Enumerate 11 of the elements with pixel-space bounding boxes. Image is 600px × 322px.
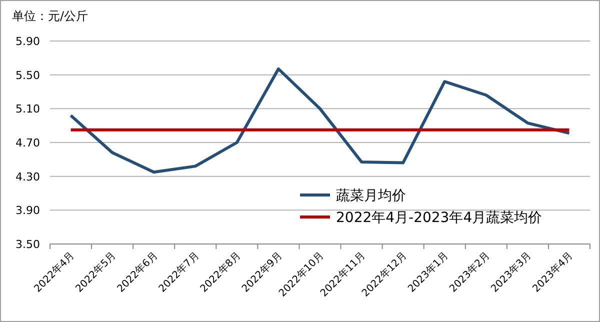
y-tick-label: 5.10 [16,102,40,116]
y-tick-label: 4.30 [16,170,40,184]
y-tick-label: 5.90 [16,35,40,48]
legend-label: 2022年4月-2023年4月蔬菜均价 [336,210,542,226]
y-tick-label: 5.50 [16,68,40,82]
y-tick-label: 3.50 [16,238,40,251]
legend-label: 蔬菜月均价 [336,188,406,204]
y-tick-label: 3.90 [16,204,40,218]
y-tick-label: 4.70 [16,136,40,150]
y-axis-title: 单位：元/公斤 [12,9,88,23]
line-series [69,67,571,174]
